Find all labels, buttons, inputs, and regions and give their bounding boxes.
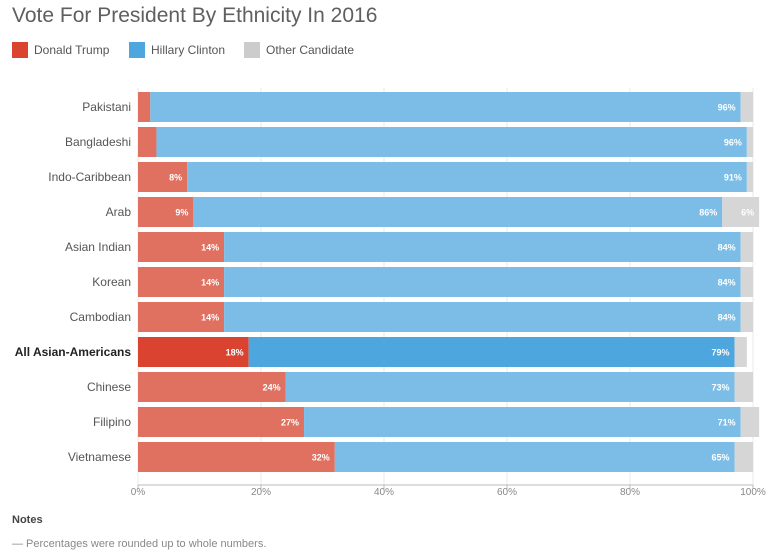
x-tick-label: 20% [251,487,271,498]
data-label-trump: 14% [201,278,219,288]
bar-trump [138,127,157,157]
data-label-clinton: 73% [712,383,730,393]
data-label-clinton: 71% [718,418,736,428]
notes-title: Notes [12,514,43,526]
legend-label-trump: Donald Trump [34,43,110,57]
bar-other [746,127,753,157]
bar-clinton [334,442,735,472]
bar-clinton [224,232,741,262]
category-label: Vietnamese [68,450,131,464]
data-label-clinton: 65% [712,453,730,463]
x-tick-label: 0% [131,487,146,498]
legend-item-other: Other Candidate [244,42,354,58]
data-label-clinton: 79% [712,348,730,358]
legend-swatch-clinton [129,42,145,58]
bar-other [734,442,753,472]
bar-trump [138,442,335,472]
category-label: Cambodian [70,310,131,324]
x-tick-label: 60% [497,487,517,498]
data-label-trump: 32% [312,453,330,463]
data-label-clinton: 84% [718,313,736,323]
data-label-clinton: 84% [718,243,736,253]
bar-other [734,372,753,402]
bar-trump [138,267,225,297]
category-label: Korean [92,275,131,289]
bar-other [734,337,747,367]
data-label-trump: 18% [226,348,244,358]
data-label-trump: 14% [201,243,219,253]
bar-other [746,162,753,192]
data-label-trump: 14% [201,313,219,323]
legend-item-trump: Donald Trump [12,42,109,58]
data-label-trump: 8% [169,173,182,183]
bar-trump [138,232,225,262]
bar-other [740,407,760,437]
bar-clinton [224,302,741,332]
data-label-trump: 24% [263,383,281,393]
legend-swatch-trump [12,42,28,58]
bar-trump [138,197,194,227]
data-label-clinton: 86% [699,208,717,218]
legend-swatch-other [244,42,260,58]
legend-label-clinton: Hillary Clinton [151,43,226,57]
category-label: Arab [106,205,132,219]
bar-clinton [193,197,723,227]
bar-clinton [248,337,735,367]
data-label-clinton: 96% [724,138,742,148]
data-label-trump: 27% [281,418,299,428]
bar-trump [138,372,286,402]
category-label: Asian Indian [65,240,131,254]
bar-other [740,232,753,262]
bar-trump [138,407,305,437]
x-tick-label: 100% [740,487,766,498]
x-tick-label: 40% [374,487,394,498]
bar-other [740,267,753,297]
bar-other [740,92,753,122]
chart-plot: 0% 20% 40% 60% 80% 100% Pakistani 96% Bangladesh… [15,88,766,498]
legend-label-other: Other Candidate [266,43,355,57]
bar-trump [138,92,151,122]
notes-text: — Percentages were rounded up to whole n… [12,538,267,550]
bar-clinton [187,162,747,192]
category-label: All Asian-Americans [15,345,132,359]
bar-clinton [156,127,747,157]
category-label: Pakistani [82,100,131,114]
data-label-clinton: 84% [718,278,736,288]
bar-clinton [285,372,735,402]
bar-clinton [150,92,741,122]
bar-other [740,302,753,332]
bar-trump [138,302,225,332]
legend-item-clinton: Hillary Clinton [129,42,225,58]
data-label-other: 6% [741,208,754,218]
data-label-clinton: 91% [724,173,742,183]
x-tick-label: 80% [620,487,640,498]
bar-trump [138,337,249,367]
bar-clinton [304,407,741,437]
bar-clinton [224,267,741,297]
category-label: Filipino [93,415,131,429]
chart-title: Vote For President By Ethnicity In 2016 [12,4,378,27]
data-label-trump: 9% [175,208,188,218]
category-label: Bangladeshi [65,135,131,149]
category-label: Chinese [87,380,131,394]
bar-other [722,197,760,227]
category-label: Indo-Caribbean [48,170,131,184]
data-label-clinton: 96% [718,103,736,113]
bar-trump [138,162,188,192]
